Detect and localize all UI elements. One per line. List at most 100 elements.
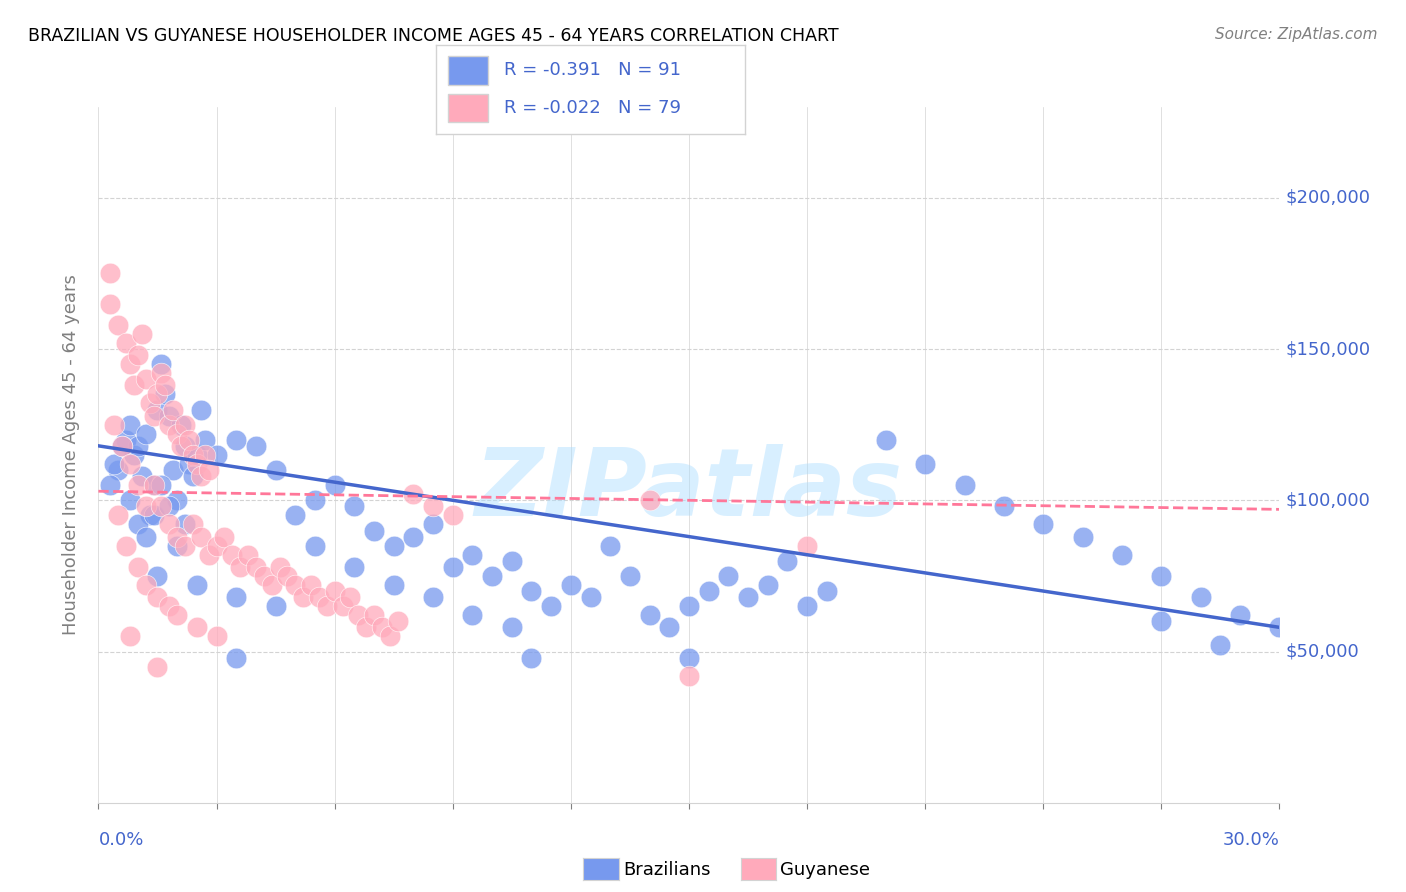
Point [264,599,287,614]
Point [142,508,165,523]
Point [260,578,283,592]
Point [174,539,197,553]
Point [170,417,193,432]
Point [194,433,217,447]
Point [299,578,322,592]
Point [166,493,188,508]
Point [174,517,197,532]
Point [461,608,484,623]
Point [1189,590,1212,604]
Point [387,615,409,629]
Point [142,478,165,492]
Text: R = -0.391   N = 91: R = -0.391 N = 91 [503,62,681,79]
Point [382,578,405,592]
Point [107,463,129,477]
Point [157,417,180,432]
Text: Guyanese: Guyanese [780,861,870,879]
Point [678,599,700,614]
Point [402,530,425,544]
Point [103,457,125,471]
Point [177,457,200,471]
Text: $50,000: $50,000 [1285,642,1360,661]
Point [118,417,141,432]
Point [135,500,157,514]
Point [371,620,394,634]
Point [308,590,330,604]
Point [284,508,307,523]
Point [717,569,740,583]
Point [378,629,401,643]
Point [225,433,247,447]
Point [253,569,276,583]
Point [796,539,818,553]
Point [225,650,247,665]
Point [1209,639,1232,653]
Text: $200,000: $200,000 [1285,189,1371,207]
Point [98,267,121,281]
Point [107,318,129,332]
Point [347,608,370,623]
Point [875,433,897,447]
Point [127,559,149,574]
Point [127,348,149,362]
Point [142,409,165,423]
Point [131,469,153,483]
Point [181,517,204,532]
Point [181,469,204,483]
Point [697,584,720,599]
Point [422,500,444,514]
Point [146,659,169,673]
Point [402,487,425,501]
Point [315,599,337,614]
Point [115,539,138,553]
Point [166,539,188,553]
Point [540,599,562,614]
Point [520,650,543,665]
Point [796,599,818,614]
Point [115,433,138,447]
Point [225,590,247,604]
Point [170,439,193,453]
Point [197,463,219,477]
Point [205,448,228,462]
Point [157,599,180,614]
Text: Brazilians: Brazilians [623,861,710,879]
Point [658,620,681,634]
Point [756,578,779,592]
Point [304,493,326,508]
Point [619,569,641,583]
Point [815,584,838,599]
Point [1150,615,1173,629]
Text: ZIPatlas: ZIPatlas [475,443,903,536]
Point [127,478,149,492]
Point [520,584,543,599]
Point [579,590,602,604]
Text: R = -0.022   N = 79: R = -0.022 N = 79 [503,99,681,117]
Point [638,608,661,623]
Bar [449,56,488,85]
Text: 30.0%: 30.0% [1223,830,1279,848]
Point [103,417,125,432]
Point [122,378,145,392]
Point [776,554,799,568]
Point [422,517,444,532]
Point [157,517,180,532]
Point [914,457,936,471]
Point [560,578,582,592]
Point [146,590,169,604]
Point [343,559,366,574]
Point [98,296,121,310]
Point [127,517,149,532]
Point [150,478,173,492]
Point [135,372,157,386]
Point [118,493,141,508]
Point [138,396,160,410]
Point [441,559,464,574]
Point [363,524,385,538]
Point [107,508,129,523]
Point [461,548,484,562]
Text: $150,000: $150,000 [1285,340,1371,358]
Y-axis label: Householder Income Ages 45 - 64 years: Householder Income Ages 45 - 64 years [62,275,80,635]
Point [194,448,217,462]
Point [186,578,208,592]
